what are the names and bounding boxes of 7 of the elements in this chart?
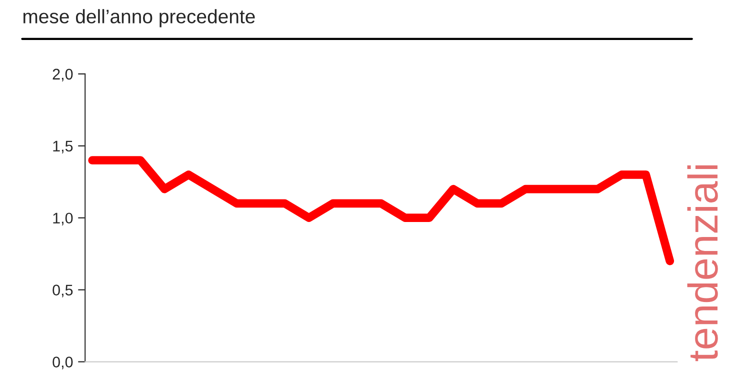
- y-tick-label: 0,0: [52, 356, 73, 370]
- y-tick-label: 0,5: [52, 284, 73, 298]
- y-tick-label: 2,0: [52, 68, 73, 82]
- chart-title: mese dell’anno precedente: [23, 9, 255, 28]
- y-tick-label: 1,5: [53, 140, 73, 154]
- y-tick-label: 1,0: [53, 212, 73, 226]
- text: tendenziali: [687, 165, 718, 362]
